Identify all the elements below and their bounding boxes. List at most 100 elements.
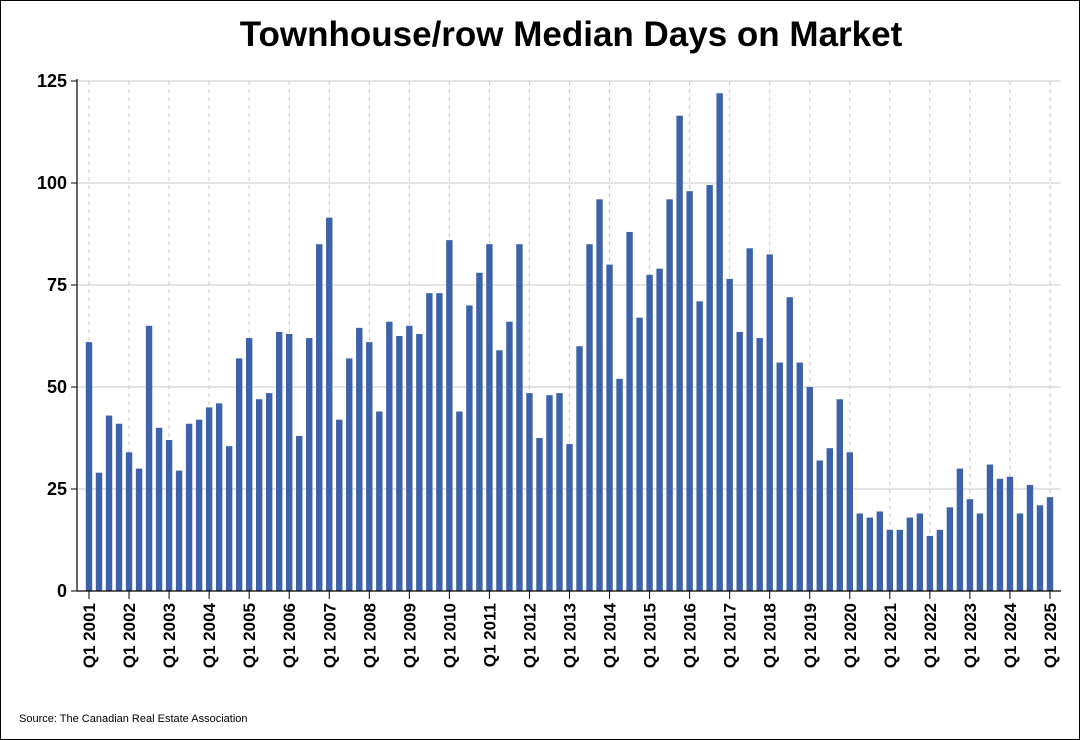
bar	[666, 199, 673, 591]
bar	[816, 460, 823, 591]
bar	[846, 452, 853, 591]
bar	[396, 336, 403, 591]
x-tick-label: Q1 2015	[641, 603, 660, 668]
bar	[986, 464, 994, 591]
bar	[896, 529, 904, 591]
bar	[676, 115, 683, 592]
x-tick-label: Q1 2005	[240, 603, 259, 668]
y-tick-label: 0	[57, 581, 67, 601]
bar	[726, 278, 733, 591]
bar	[265, 393, 273, 591]
bar	[526, 393, 533, 591]
bar	[916, 513, 924, 591]
bar	[366, 342, 373, 591]
bar	[926, 535, 934, 591]
bar	[195, 419, 203, 591]
bar	[346, 358, 353, 591]
bar	[376, 411, 383, 591]
bar	[756, 338, 763, 591]
bar	[976, 513, 984, 591]
x-tick-label: Q1 2025	[1041, 603, 1060, 668]
y-tick-label: 25	[47, 479, 67, 499]
bar	[996, 478, 1004, 591]
bar	[646, 274, 653, 591]
bar	[436, 293, 443, 591]
bar	[326, 217, 333, 591]
bar	[486, 244, 493, 591]
bar	[886, 529, 894, 591]
x-tick-label: Q1 2007	[320, 603, 339, 668]
bar	[205, 407, 213, 591]
bar	[936, 529, 944, 591]
bar	[656, 268, 663, 591]
bar	[286, 333, 293, 591]
bar	[556, 393, 563, 591]
bar	[786, 297, 793, 591]
x-tick-label: Q1 2019	[801, 603, 820, 668]
axes	[71, 79, 1061, 599]
bar	[1016, 513, 1024, 591]
bar	[876, 511, 884, 591]
bar	[686, 191, 693, 591]
x-tick-label: Q1 2003	[160, 603, 179, 668]
bar	[215, 403, 223, 591]
bar	[946, 507, 954, 591]
bar	[1006, 476, 1014, 591]
bar	[296, 435, 303, 591]
bar	[155, 427, 163, 591]
bar	[736, 331, 743, 591]
bar	[706, 185, 713, 592]
bar	[506, 321, 513, 591]
x-tick-label: Q1 2014	[601, 602, 620, 668]
bar	[135, 468, 143, 591]
x-tick-label: Q1 2021	[881, 603, 900, 668]
source-note: Source: The Canadian Real Estate Associa…	[19, 713, 248, 725]
bar	[856, 513, 864, 591]
bar	[696, 301, 703, 591]
bar	[185, 423, 193, 591]
tick-labels: 0 25 50 75 100 125 Q1 2001 Q1 2002 Q1 2003 Q1 200…	[37, 71, 1060, 668]
bar	[746, 248, 753, 591]
bar	[255, 399, 263, 591]
bar	[225, 446, 233, 591]
bar	[165, 440, 173, 591]
x-tick-label: Q1 2010	[440, 603, 459, 668]
bar	[576, 346, 583, 591]
bars	[85, 93, 1054, 592]
bar	[1046, 497, 1054, 591]
bar	[966, 499, 974, 591]
bar	[175, 470, 183, 591]
bar	[125, 452, 133, 591]
bar	[1036, 505, 1044, 591]
bar	[316, 244, 323, 591]
bar	[446, 240, 453, 591]
bar	[796, 362, 803, 591]
y-tick-label: 75	[47, 275, 67, 295]
bar	[546, 395, 553, 591]
bar	[636, 317, 643, 591]
x-tick-label: Q1 2012	[520, 603, 539, 668]
bar	[1026, 484, 1034, 591]
bar	[416, 333, 423, 591]
bar	[245, 338, 253, 591]
bar	[536, 438, 543, 591]
bar	[235, 358, 243, 591]
bar	[336, 419, 343, 591]
x-tick-label: Q1 2020	[841, 603, 860, 668]
y-tick-label: 50	[47, 377, 67, 397]
x-tick-label: Q1 2004	[200, 602, 219, 668]
bar	[956, 468, 964, 591]
bar	[906, 517, 914, 591]
bar	[115, 423, 123, 591]
bar	[606, 264, 613, 591]
bar	[596, 199, 603, 591]
bar	[406, 325, 413, 591]
x-tick-label: Q1 2008	[360, 603, 379, 668]
x-tick-label: Q1 2022	[921, 603, 940, 668]
x-tick-label: Q1 2013	[561, 603, 580, 668]
bar	[426, 293, 433, 591]
y-tick-label: 100	[37, 173, 67, 193]
x-tick-label: Q1 2001	[80, 603, 99, 668]
bar	[766, 254, 773, 591]
